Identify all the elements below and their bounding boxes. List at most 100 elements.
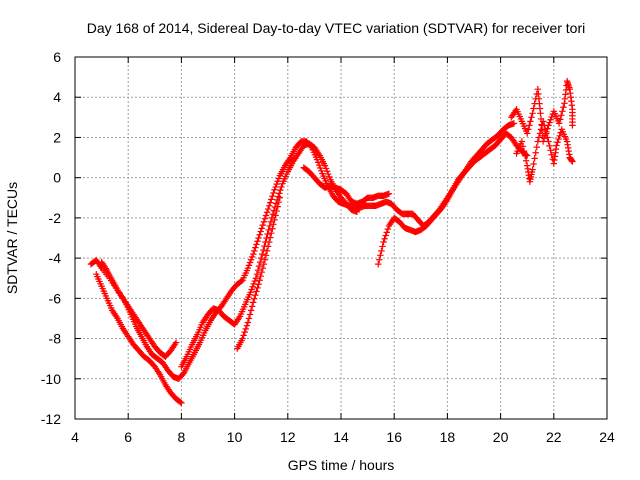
data-point-fill: [522, 157, 530, 164]
data-point-fill: [251, 295, 258, 302]
data-point-fill: [275, 193, 282, 200]
series-track-b: [93, 271, 185, 407]
data-point-fill: [528, 114, 535, 121]
data-point-fill: [268, 229, 275, 237]
series-track-d: [178, 140, 361, 370]
data-point: [375, 260, 382, 268]
data-point-fill: [269, 192, 276, 200]
data-point-fill: [261, 215, 269, 222]
data-point-fill: [248, 286, 255, 293]
data-point-fill: [554, 139, 561, 146]
data-point-fill: [533, 143, 540, 151]
data-point-fill: [241, 328, 248, 336]
series-track-c: [98, 258, 180, 360]
data-point-fill: [263, 209, 271, 216]
data-point-fill: [525, 126, 532, 133]
data-point: [250, 250, 257, 258]
data-point-fill: [560, 104, 567, 111]
data-point-fill: [314, 159, 322, 166]
data-point-fill: [240, 332, 247, 339]
data-point-fill: [259, 221, 266, 229]
x-axis-label: GPS time / hours: [288, 457, 395, 473]
data-point-fill: [252, 244, 259, 251]
data-point: [244, 264, 252, 272]
data-point-fill: [530, 160, 537, 168]
data-point: [569, 122, 576, 129]
data-point-fill: [238, 277, 245, 285]
data-point-fill: [251, 247, 258, 255]
y-tick-label: -2: [49, 210, 62, 226]
data-point: [258, 254, 265, 262]
data-point-fill: [260, 246, 267, 254]
data-point-fill: [242, 325, 249, 333]
data-point-fill: [325, 170, 332, 178]
series-track-i: [513, 118, 576, 185]
y-tick-label: -6: [49, 290, 62, 306]
data-point-fill: [245, 262, 253, 269]
x-tick-labels: 4 6 8 10 12 14 16 18 20 22 24: [71, 429, 615, 445]
data-point-fill: [323, 168, 331, 175]
data-point-fill: [262, 212, 270, 219]
data-point: [239, 335, 246, 342]
data-points: [87, 77, 576, 407]
data-point-fill: [278, 183, 285, 191]
data-point-fill: [383, 229, 390, 236]
data-point: [265, 202, 273, 210]
data-point-fill: [541, 122, 548, 129]
data-point-fill: [519, 143, 527, 150]
data-point-fill: [258, 268, 265, 276]
data-point-fill: [531, 155, 538, 162]
data-point-fill: [253, 271, 261, 278]
data-point-fill: [249, 283, 256, 290]
data-point-fill: [542, 126, 549, 133]
data-point-fill: [273, 180, 280, 188]
data-point-fill: [264, 230, 271, 238]
y-tick-label: -10: [41, 371, 61, 387]
data-point-fill: [322, 165, 330, 172]
data-point-fill: [544, 134, 551, 141]
data-point-fill: [254, 238, 261, 245]
x-tick-label: 6: [124, 429, 132, 445]
x-tick-label: 20: [493, 429, 509, 445]
data-point: [255, 234, 262, 242]
data-point-fill: [252, 291, 259, 299]
x-tick-label: 14: [333, 429, 349, 445]
data-point-fill: [264, 243, 272, 250]
data-point-fill: [277, 186, 284, 194]
data-point-fill: [261, 256, 269, 263]
data-point-fill: [247, 307, 255, 314]
data-point-fill: [274, 203, 281, 210]
data-point-fill: [326, 173, 333, 181]
data-point-fill: [382, 232, 389, 239]
data-point-fill: [259, 264, 266, 272]
data-point-fill: [548, 113, 555, 121]
data-point-fill: [255, 262, 263, 270]
data-point-fill: [269, 225, 276, 232]
x-tick-label: 8: [178, 429, 186, 445]
data-point-fill: [257, 228, 264, 235]
data-point-fill: [256, 277, 263, 284]
data-point-fill: [254, 284, 261, 292]
data-point-fill: [532, 149, 539, 156]
data-point: [555, 120, 563, 127]
data-point-fill: [256, 258, 264, 266]
data-point-fill: [378, 247, 385, 255]
data-point-fill: [262, 252, 270, 259]
data-point: [518, 138, 526, 145]
data-point: [252, 275, 260, 282]
data-point-fill: [177, 398, 184, 406]
data-point-fill: [253, 288, 260, 295]
series-track-f: [300, 164, 393, 208]
data-point-fill: [246, 259, 254, 266]
data-point-fill: [384, 225, 392, 233]
y-tick-label: 2: [53, 129, 61, 145]
series-track-e: [234, 194, 284, 352]
data-point-fill: [251, 277, 259, 285]
data-point-fill: [547, 116, 554, 123]
data-point: [569, 158, 576, 165]
data-point-fill: [275, 199, 282, 206]
data-point-fill: [555, 135, 562, 143]
x-tick-label: 12: [280, 429, 296, 445]
data-point-fill: [248, 253, 256, 261]
data-point-fill: [264, 205, 272, 213]
